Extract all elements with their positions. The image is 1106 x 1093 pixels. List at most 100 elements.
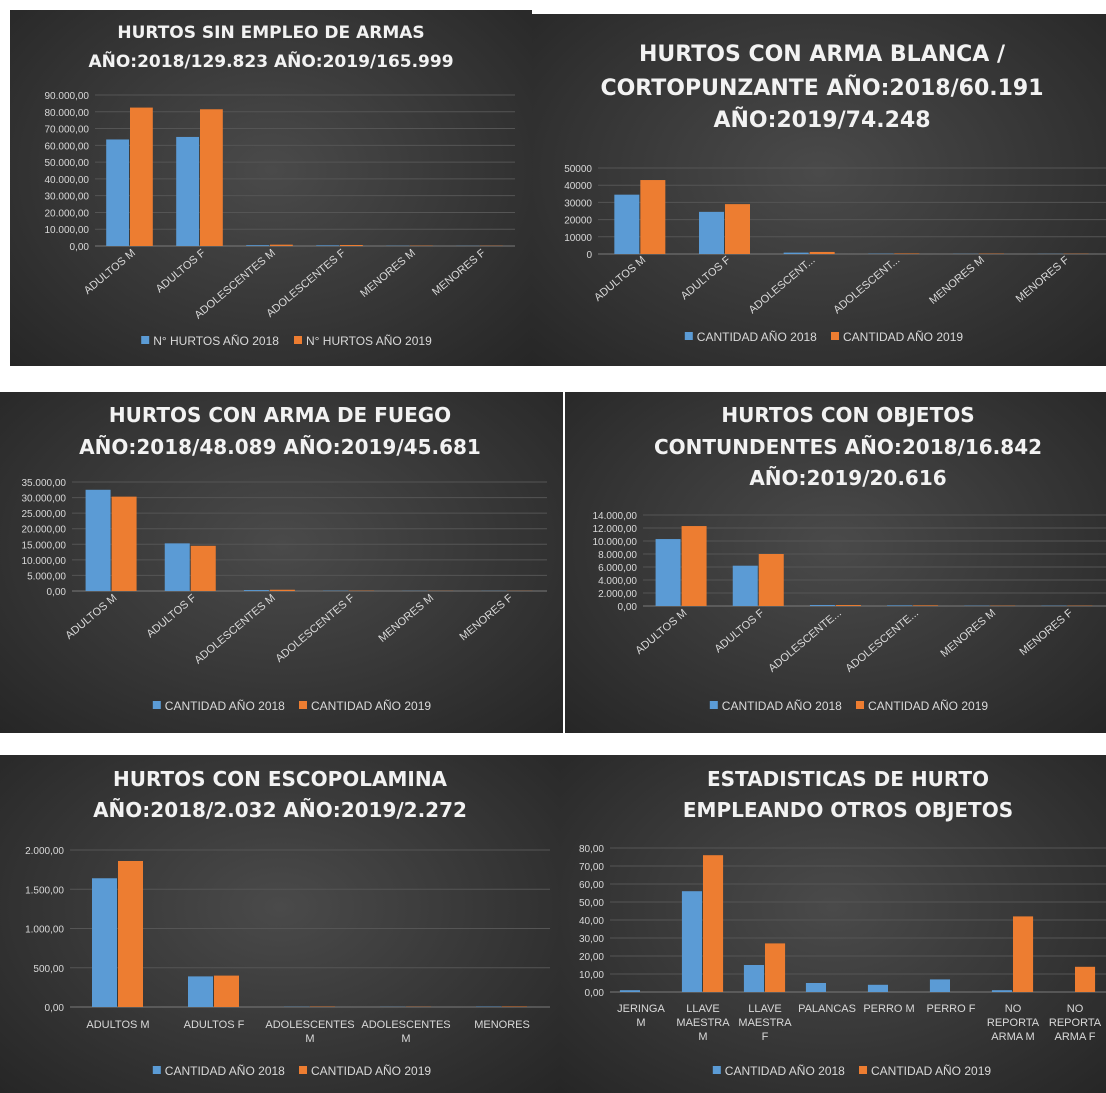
bar-2019	[200, 109, 223, 246]
chart-title-line: AÑO:2018/2.032 AÑO:2019/2.272	[93, 798, 467, 822]
chart-panel-arma-fuego: HURTOS CON ARMA DE FUEGO AÑO:2018/48.089 …	[0, 392, 563, 733]
x-tick-label: M	[305, 1033, 314, 1045]
x-tick-label: LLAVE	[748, 1003, 781, 1015]
y-tick-label: 1.500,00	[25, 885, 64, 896]
y-tick-label: 60.000,00	[45, 141, 90, 152]
x-tick-label: PALANCAS	[798, 1003, 856, 1015]
bar-2018	[164, 543, 190, 591]
x-tick-label: LLAVE	[686, 1003, 719, 1015]
legend-label-2018: N° HURTOS AÑO 2018	[153, 334, 279, 348]
legend-swatch-2018	[684, 332, 693, 340]
x-tick-label: NO	[1005, 1003, 1022, 1015]
x-tick-label: MENORES M	[927, 254, 987, 307]
bar-2018	[681, 891, 702, 992]
x-tick-label: ADOLESCENTES	[265, 1019, 354, 1031]
bar-2019	[809, 251, 835, 254]
y-tick-label: 2.000,00	[598, 589, 637, 600]
y-tick-label: 30,00	[579, 934, 604, 945]
bar-2018	[316, 245, 339, 246]
chart-title-line: EMPLEANDO OTROS OBJETOS	[683, 798, 1013, 822]
x-tick-label: ADULTOS M	[86, 1019, 149, 1031]
bar-2018	[106, 139, 129, 246]
bar-2019	[894, 253, 920, 254]
bar-2018	[805, 983, 826, 992]
bar-2018	[655, 539, 681, 606]
y-tick-label: 80,00	[579, 844, 604, 855]
y-tick-label: 70.000,00	[45, 125, 90, 136]
x-tick-label: JERINGA	[617, 1003, 665, 1015]
legend-label-2019: CANTIDAD AÑO 2019	[868, 699, 988, 713]
x-tick-label: MENORES F	[1018, 607, 1076, 658]
bar-2019	[111, 496, 137, 591]
y-tick-label: 50000	[564, 164, 592, 175]
bar-2019	[269, 589, 295, 591]
y-tick-label: 2.000,00	[25, 846, 64, 857]
bar-2019	[1013, 916, 1034, 992]
y-tick-label: 10,00	[579, 970, 604, 981]
x-tick-label: MENORES F	[430, 247, 488, 298]
legend-swatch-2018	[141, 336, 150, 344]
y-tick-label: 1.000,00	[25, 925, 64, 936]
chart-svg: HURTOS CON ARMA BLANCA / CORTOPUNZANTE AÑ…	[564, 42, 1106, 344]
x-tick-label: PERRO M	[863, 1003, 914, 1015]
legend-swatch-2019	[299, 1066, 307, 1074]
y-tick-label: 10.000,00	[45, 225, 90, 236]
y-tick-label: 500,00	[33, 964, 64, 975]
legend-label-2018: CANTIDAD AÑO 2018	[722, 699, 842, 713]
chart-title-line: HURTOS CON OBJETOS	[721, 403, 974, 427]
x-tick-label: PERRO F	[927, 1003, 976, 1015]
bar-2018	[246, 245, 269, 246]
chart-title-line: CONTUNDENTES AÑO:2018/16.842	[654, 435, 1042, 459]
chart-svg: HURTOS CON OBJETOS CONTUNDENTES AÑO:2018/…	[593, 403, 1106, 713]
bar-2019	[835, 605, 861, 606]
legend-swatch-2019	[299, 701, 307, 709]
y-tick-label: 0	[586, 250, 592, 261]
x-tick-label: MAESTRA	[676, 1017, 730, 1029]
bar-2019	[118, 860, 143, 1007]
x-tick-label: MENORES F	[458, 592, 516, 643]
y-tick-label: 35.000,00	[22, 478, 67, 489]
bar-2018	[243, 590, 269, 591]
bar-2018	[867, 984, 888, 992]
legend-swatch-2019	[856, 701, 864, 709]
x-tick-label: ADOLESCENTES F	[264, 247, 348, 320]
legend-label-2019: CANTIDAD AÑO 2019	[871, 1064, 991, 1078]
x-tick-label: MENORES	[474, 1019, 530, 1031]
chart-svg: HURTOS SIN EMPLEO DE ARMAS AÑO:2018/129.8…	[45, 23, 515, 348]
bar-2019	[270, 244, 293, 246]
x-tick-label: M	[698, 1031, 707, 1043]
x-tick-label: ADOLESCENTES F	[273, 592, 357, 665]
legend-label-2018: CANTIDAD AÑO 2018	[725, 1064, 845, 1078]
y-tick-label: 5.000,00	[27, 571, 66, 582]
chart-title-line: AÑO:2019/74.248	[713, 107, 930, 133]
chart-title-line: AÑO:2019/20.616	[749, 466, 946, 490]
x-tick-label: ADULTOS M	[592, 254, 648, 304]
x-tick-label: MENORES M	[376, 592, 436, 645]
bar-2019	[130, 107, 153, 246]
chart-panel-arma-blanca: HURTOS CON ARMA BLANCA / CORTOPUNZANTE AÑ…	[532, 14, 1106, 366]
bar-2019	[214, 975, 239, 1007]
y-tick-label: 30.000,00	[22, 494, 67, 505]
legend-label-2018: CANTIDAD AÑO 2018	[165, 1064, 285, 1078]
y-tick-label: 30000	[564, 198, 592, 209]
y-tick-label: 50,00	[579, 898, 604, 909]
x-tick-label: REPORTA	[1049, 1017, 1102, 1029]
bar-2019	[340, 244, 363, 246]
bar-2018	[991, 990, 1012, 992]
bar-2019	[703, 855, 724, 992]
x-tick-label: NO	[1067, 1003, 1084, 1015]
y-tick-label: 10.000,00	[593, 537, 638, 548]
legend-label-2018: CANTIDAD AÑO 2018	[697, 330, 817, 344]
bar-2019	[758, 554, 784, 606]
y-tick-label: 80.000,00	[45, 108, 90, 119]
legend-label-2019: N° HURTOS AÑO 2019	[306, 334, 432, 348]
x-tick-label: ADULTOS F	[184, 1019, 245, 1031]
legend-swatch-2018	[712, 1066, 721, 1074]
y-tick-label: 12.000,00	[593, 524, 638, 535]
bar-2019	[1075, 966, 1096, 992]
bar-2018	[783, 252, 809, 254]
y-tick-label: 0,00	[618, 602, 638, 613]
legend-label-2019: CANTIDAD AÑO 2019	[311, 1064, 431, 1078]
bar-2019	[765, 943, 786, 992]
bar-2018	[619, 990, 640, 992]
